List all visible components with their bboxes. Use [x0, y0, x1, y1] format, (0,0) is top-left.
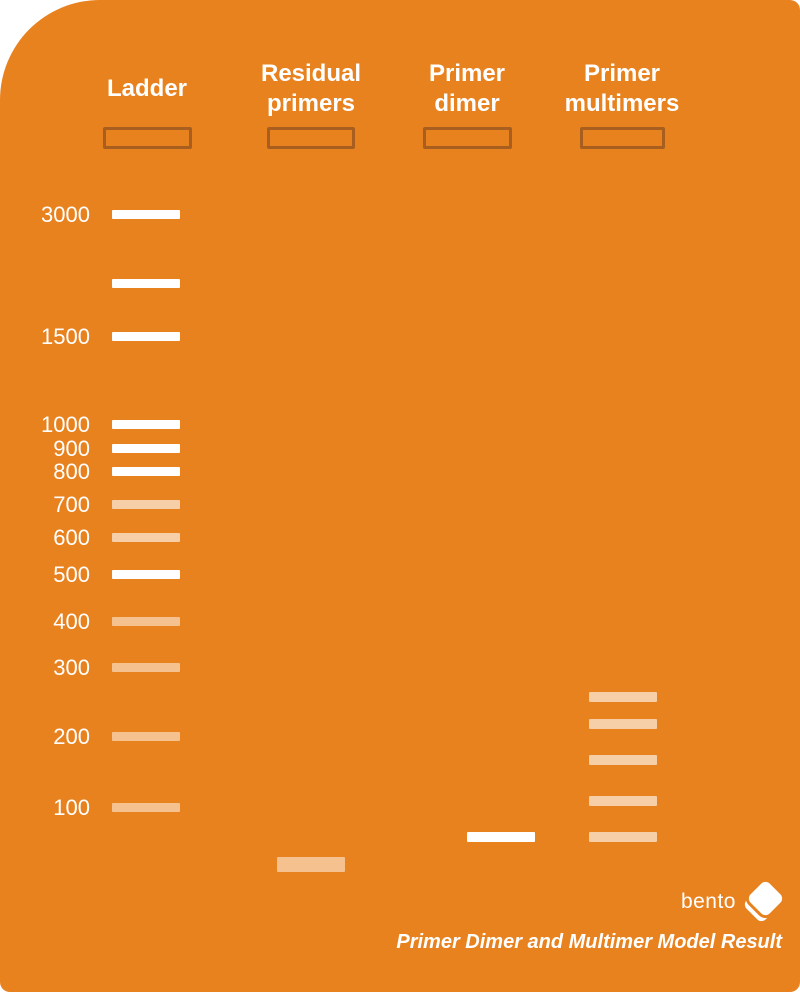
band-primer-multimers-4	[589, 796, 657, 806]
band-ladder-9	[112, 570, 180, 579]
bento-diamond-logo	[742, 879, 787, 924]
ladder-size-label-200: 200	[53, 723, 90, 749]
band-primer-multimers-5	[589, 832, 657, 842]
band-ladder-12	[112, 732, 180, 741]
lane-header-ladder: Ladder	[106, 75, 187, 102]
band-ladder-2	[112, 279, 180, 288]
figure-caption: Primer Dimer and Multimer Model Result	[396, 931, 782, 953]
ladder-size-label-3000: 3000	[41, 201, 90, 227]
band-primer-dimer-1	[467, 832, 535, 842]
band-primer-multimers-2	[589, 719, 657, 729]
ladder-size-label-500: 500	[53, 561, 90, 587]
well-primer-multimers	[580, 127, 665, 149]
well-ladder	[103, 127, 192, 149]
well-primer-dimer	[423, 127, 512, 149]
band-ladder-11	[112, 663, 180, 672]
band-primer-multimers-3	[589, 755, 657, 765]
lane-header-primer-multimers: Primer multimers	[564, 60, 680, 117]
band-ladder-13	[112, 803, 180, 812]
lane-header-primer-dimer: Primer dimer	[428, 60, 506, 117]
bento-wordmark: bento	[680, 890, 736, 913]
band-residual-primers-1	[277, 857, 345, 872]
ladder-size-label-400: 400	[53, 608, 90, 634]
lane-header-residual-primers: Residual primers	[260, 60, 362, 117]
ladder-size-label-800: 800	[53, 458, 90, 484]
band-ladder-3	[112, 332, 180, 341]
band-ladder-5	[112, 444, 180, 453]
band-ladder-6	[112, 467, 180, 476]
ladder-size-label-900: 900	[53, 435, 90, 461]
ladder-size-label-700: 700	[53, 491, 90, 517]
band-ladder-8	[112, 533, 180, 542]
ladder-size-label-100: 100	[53, 794, 90, 820]
band-ladder-1	[112, 210, 180, 219]
brand: bento	[680, 879, 787, 924]
ladder-size-label-600: 600	[53, 524, 90, 550]
band-ladder-10	[112, 617, 180, 626]
well-residual-primers	[267, 127, 355, 149]
band-primer-multimers-1	[589, 692, 657, 702]
band-ladder-7	[112, 500, 180, 509]
ladder-size-label-300: 300	[53, 654, 90, 680]
band-ladder-4	[112, 420, 180, 429]
ladder-size-label-1500: 1500	[41, 323, 90, 349]
ladder-size-label-1000: 1000	[41, 411, 90, 437]
